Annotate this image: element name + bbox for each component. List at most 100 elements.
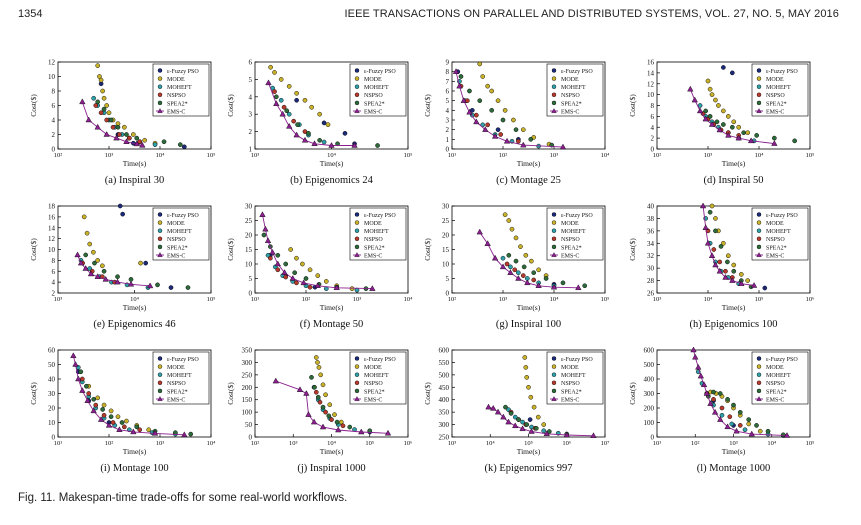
data-point <box>725 114 731 119</box>
data-point <box>124 418 129 424</box>
legend-marker <box>354 108 360 113</box>
legend-marker <box>551 220 557 225</box>
data-point <box>312 384 317 390</box>
y-tick-label: 4 <box>52 279 56 287</box>
legend-marker <box>551 396 557 401</box>
subplot-4: 0 2 4 6 8 10 12 14 16 10² 10³ 10⁴ 10⁵ Time(s) Cost($) (… <box>628 59 814 187</box>
data-point <box>86 391 92 396</box>
data-point <box>134 135 140 141</box>
series-mode <box>268 64 331 127</box>
y-tick-label: 300 <box>644 390 655 398</box>
legend-marker <box>157 388 163 394</box>
y-tick-label: 25 <box>245 217 253 225</box>
y-tick-label: 0 <box>651 146 655 154</box>
y-tick-label: 0 <box>249 290 253 298</box>
data-point <box>702 115 709 122</box>
data-point <box>115 414 121 420</box>
data-point <box>333 284 340 290</box>
x-axis-label: Time(s) <box>517 159 541 168</box>
data-point <box>520 127 526 132</box>
legend-marker <box>756 212 762 217</box>
data-point <box>323 279 329 284</box>
legend-marker <box>551 68 557 73</box>
x-tick-label: 10² <box>691 440 700 447</box>
data-point <box>717 259 723 265</box>
legend-marker <box>756 220 762 225</box>
data-point <box>321 120 327 126</box>
data-point <box>708 252 716 258</box>
data-point <box>105 421 113 428</box>
y-tick-label: 1 <box>446 136 450 144</box>
data-point <box>265 79 272 86</box>
data-point <box>531 277 537 283</box>
series-mode <box>81 214 143 269</box>
data-point <box>146 282 154 289</box>
data-point <box>74 251 81 258</box>
x-tick-label: 10⁴ <box>601 152 611 159</box>
x-axis-label: Time(s) <box>320 303 344 312</box>
data-point <box>100 263 105 269</box>
data-point <box>494 408 502 415</box>
y-axis-label: Cost($) <box>628 94 637 117</box>
legend-marker <box>551 372 557 377</box>
y-tick-label: 10 <box>48 419 56 427</box>
data-point <box>100 407 105 412</box>
data-point <box>524 375 530 380</box>
data-point <box>727 414 733 420</box>
y-axis-label: Cost($) <box>29 94 38 117</box>
data-point <box>332 412 337 417</box>
data-point <box>527 417 533 422</box>
data-point <box>725 259 730 265</box>
x-tick-label: 10³ <box>289 440 298 447</box>
data-point <box>288 247 293 252</box>
subplot-caption: (l) Montage 1000 <box>697 463 771 474</box>
data-point <box>315 360 320 365</box>
y-tick-label: 5 <box>446 97 450 105</box>
data-point <box>520 273 526 278</box>
data-point <box>707 114 713 119</box>
series-nspso <box>272 89 308 134</box>
legend-label: NSPSO <box>167 93 186 99</box>
data-point <box>730 70 735 76</box>
y-tick-label: 200 <box>242 384 253 392</box>
data-point <box>695 363 702 370</box>
y-tick-label: 0 <box>52 434 56 442</box>
legend-label: MODE <box>766 221 784 227</box>
data-point <box>520 419 525 425</box>
legend-marker <box>551 236 557 242</box>
series-ems-c <box>272 377 392 436</box>
legend-label: ε-Fuzzy PSO <box>364 213 396 219</box>
data-point <box>745 278 751 283</box>
y-tick-label: 250 <box>439 434 450 442</box>
data-point <box>108 408 114 414</box>
data-point <box>302 97 308 103</box>
data-point <box>119 420 125 425</box>
data-point <box>709 92 715 97</box>
data-point <box>137 139 143 145</box>
data-point <box>736 124 742 130</box>
data-point <box>122 424 127 430</box>
subplot-7: 0 5 10 15 20 25 30 10² 10³ 10⁴ 10⁵ Time(s) Cost($) (g… <box>423 203 609 331</box>
data-point <box>315 394 321 400</box>
legend-marker <box>756 388 762 394</box>
subplot-11: 250 300 350 400 450 500 550 600 10³ 10⁴ 10⁵ 10⁶ 10⁷ T… <box>423 347 609 475</box>
y-tick-label: 400 <box>644 376 655 384</box>
series-mode <box>709 203 751 283</box>
data-point <box>485 83 490 89</box>
legend-label: NSPSO <box>364 237 383 243</box>
data-point <box>731 119 737 125</box>
y-tick-label: 300 <box>439 421 450 429</box>
ems-c-line <box>455 71 564 148</box>
legend-marker <box>157 220 163 225</box>
y-axis-label: Cost($) <box>423 94 432 117</box>
data-point <box>309 104 314 110</box>
legend-label: MODE <box>364 77 382 83</box>
legend-marker <box>551 244 557 250</box>
y-tick-label: 300 <box>242 359 253 367</box>
legend-marker <box>157 92 163 98</box>
data-point <box>323 409 328 415</box>
data-point <box>116 426 123 432</box>
legend-label: MODE <box>561 221 579 227</box>
data-point <box>707 209 713 215</box>
